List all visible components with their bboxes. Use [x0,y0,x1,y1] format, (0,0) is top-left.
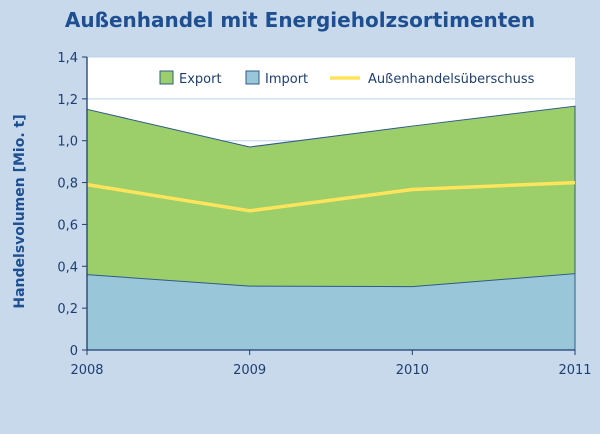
series-areas [86,105,576,351]
x-tick-label: 2011 [558,363,591,378]
y-axis-label: Handelsvolumen [Mio. t] [12,114,28,308]
y-tick-label: 0 [70,344,78,359]
chart-title: Außenhandel mit Energieholzsortimenten [64,8,536,32]
y-tick-label: 1,2 [57,93,78,108]
legend-label-import: Import [265,72,308,87]
legend-swatch-import [245,70,260,85]
tick-labels: 0 0,2 0,4 0,6 0,8 1,0 1,2 1,4 2008 2009 2010 2011 [57,51,591,378]
legend-swatch-export [159,70,174,85]
y-tick-label: 0,6 [57,218,78,233]
x-tick-label: 2008 [70,363,103,378]
legend: Export Import Außenhandelsüberschuss [159,70,535,87]
x-tick-label: 2010 [396,363,429,378]
surplus-line [86,180,576,213]
y-tick-label: 0,8 [57,177,78,192]
axes [82,56,576,355]
x-tick-label: 2009 [233,363,266,378]
y-tick-label: 0,4 [57,260,78,275]
legend-label-export: Export [179,72,222,87]
y-tick-label: 0,2 [57,302,78,317]
y-tick-label: 1,4 [57,51,78,66]
legend-label-surplus: Außenhandelsüberschuss [368,72,535,87]
y-tick-label: 1,0 [57,135,78,150]
